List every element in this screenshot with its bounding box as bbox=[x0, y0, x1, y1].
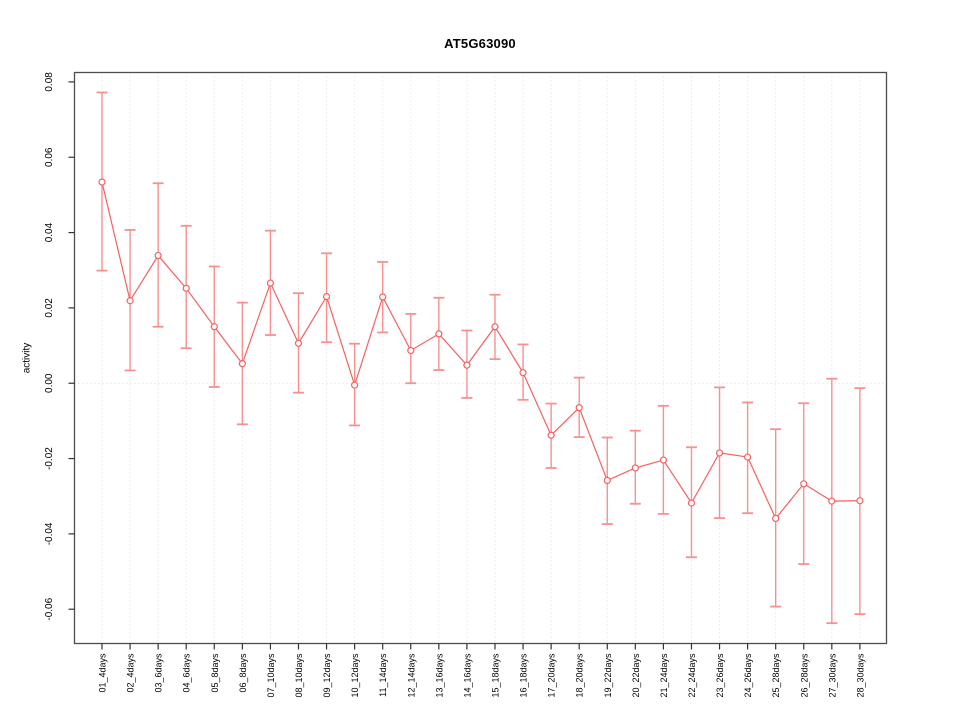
y-tick-label: 0.02 bbox=[44, 298, 55, 318]
y-tick-label: -0.06 bbox=[44, 597, 55, 620]
x-tick-label: 09_12days bbox=[322, 653, 332, 698]
x-tick-label: 20_22days bbox=[631, 653, 641, 698]
x-tick-label: 24_26days bbox=[743, 653, 753, 698]
data-point bbox=[322, 293, 331, 301]
x-tick-label: 27_30days bbox=[827, 653, 837, 698]
x-tick-label: 23_26days bbox=[715, 653, 725, 698]
x-tick-label: 01_4days bbox=[98, 653, 108, 693]
y-tick-label: 0.00 bbox=[44, 373, 55, 393]
x-tick-label: 14_16days bbox=[462, 653, 472, 698]
x-tick-label: 02_4days bbox=[126, 653, 136, 693]
data-point bbox=[126, 297, 134, 305]
plot-border bbox=[73, 71, 888, 645]
data-point bbox=[715, 449, 724, 457]
data-point bbox=[463, 361, 471, 369]
data-point bbox=[379, 293, 387, 301]
x-tick-label: 19_22days bbox=[603, 653, 613, 698]
x-tick-label: 21_24days bbox=[659, 653, 669, 698]
x-tick-label: 17_20days bbox=[547, 653, 557, 698]
data-point bbox=[435, 330, 443, 338]
x-tick-label: 26_28days bbox=[799, 653, 809, 698]
x-tick-label: 28_30days bbox=[855, 653, 865, 698]
y-tick-label: -0.04 bbox=[44, 522, 55, 545]
x-tick-label: 15_18days bbox=[490, 653, 500, 698]
y-tick-label: -0.02 bbox=[44, 447, 55, 470]
x-tick-label: 04_6days bbox=[182, 653, 192, 693]
data-point bbox=[631, 464, 639, 472]
data-point bbox=[800, 480, 808, 488]
data-point bbox=[575, 404, 583, 412]
x-tick-label: 08_10days bbox=[294, 653, 304, 698]
data-point bbox=[351, 381, 359, 389]
series-line bbox=[101, 181, 860, 520]
y-tick-label: 0.04 bbox=[44, 222, 55, 242]
data-point bbox=[182, 284, 190, 292]
x-tick-label: 25_28days bbox=[771, 653, 781, 698]
data-point bbox=[238, 360, 246, 368]
data-point bbox=[154, 251, 162, 260]
x-tick-label: 18_20days bbox=[575, 653, 585, 698]
data-point bbox=[772, 514, 780, 523]
x-tick-label: 10_12days bbox=[350, 653, 360, 698]
data-point bbox=[547, 431, 555, 439]
data-point bbox=[210, 323, 218, 331]
chart-title: AT5G63090 bbox=[444, 36, 516, 51]
data-point bbox=[603, 476, 611, 485]
x-tick-label: 12_14days bbox=[406, 653, 416, 698]
x-tick-label: 11_14days bbox=[378, 653, 388, 697]
data-point bbox=[687, 499, 696, 507]
x-tick-label: 13_16days bbox=[434, 653, 444, 698]
data-point bbox=[491, 323, 499, 331]
data-point bbox=[98, 178, 106, 186]
data-point bbox=[407, 346, 415, 355]
data-point bbox=[744, 453, 752, 461]
y-tick-label: 0.06 bbox=[44, 147, 55, 167]
x-tick-label: 16_18days bbox=[519, 653, 529, 698]
y-tick-label: 0.08 bbox=[44, 72, 55, 92]
x-tick-label: 22_24days bbox=[687, 653, 697, 698]
data-point bbox=[856, 497, 864, 505]
x-tick-label: 07_10days bbox=[266, 653, 276, 698]
x-tick-label: 06_8days bbox=[238, 653, 248, 693]
data-point bbox=[294, 339, 303, 347]
x-tick-label: 05_8days bbox=[210, 653, 220, 693]
data-point bbox=[659, 456, 668, 464]
x-tick-label: 03_6days bbox=[154, 653, 164, 693]
data-point bbox=[519, 369, 527, 377]
data-point bbox=[828, 497, 836, 505]
data-point bbox=[266, 279, 275, 287]
